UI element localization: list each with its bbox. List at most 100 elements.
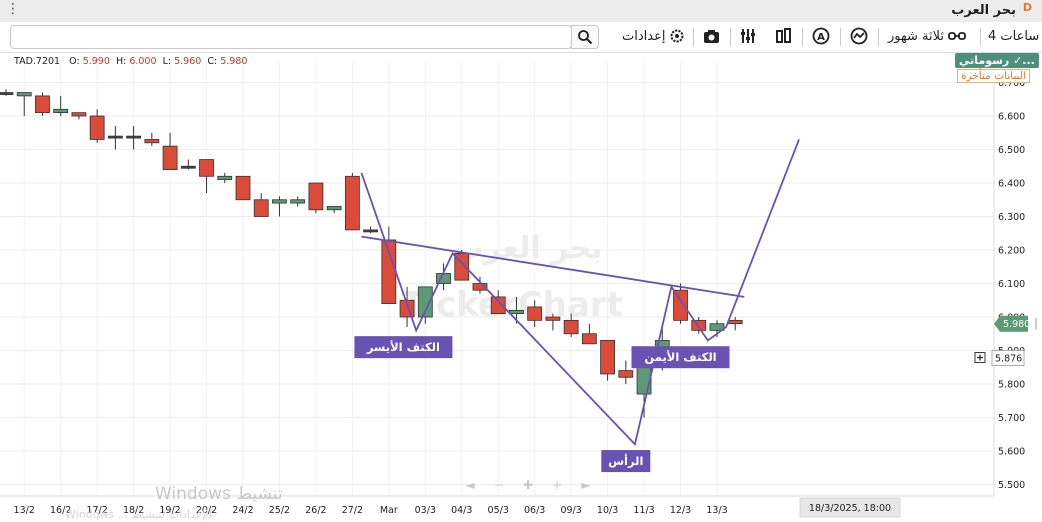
pattern-line-neckline bbox=[361, 235, 745, 298]
svg-text:A: A bbox=[817, 32, 825, 43]
x-tick-label: 13/2 bbox=[14, 505, 35, 516]
y-tick-label: 6.400 bbox=[998, 179, 1025, 190]
crosshair-time-tag bbox=[799, 497, 901, 518]
candlestick-chart[interactable]: بحر العرب TickerChart الكتف الأيسرالرأسا… bbox=[0, 52, 1042, 522]
x-tick-label: 13/3 bbox=[706, 505, 727, 516]
candle-body bbox=[16, 92, 32, 97]
y-tick-label: 6.500 bbox=[998, 145, 1025, 156]
toolbar: إعدادات A ثلاثة شهور 4 ساعات bbox=[0, 22, 1042, 53]
price-tags: 5.980 5.876 18/3/2025, 18:00 ◄ − ✚ + ► bbox=[465, 315, 1037, 518]
camera-icon bbox=[704, 29, 719, 43]
period-selector[interactable]: 4 ساعات bbox=[988, 25, 1039, 47]
indicators-button[interactable] bbox=[740, 25, 756, 47]
candle-body bbox=[344, 175, 360, 231]
candle-body bbox=[253, 199, 269, 217]
range-label: ثلاثة شهور bbox=[888, 28, 944, 44]
alerts-button[interactable]: A bbox=[812, 25, 830, 47]
search-button[interactable] bbox=[571, 25, 599, 49]
candle-body bbox=[509, 309, 524, 315]
range-icon bbox=[948, 32, 966, 40]
x-axis: 13/2 16/2 17/2 18/2 19/2 20/2 24/2 25/2 26/2 27/2… bbox=[0, 495, 994, 516]
candle-body bbox=[89, 115, 105, 140]
chart-nav-icon[interactable]: ► bbox=[581, 478, 591, 492]
pattern-annotations: الكتف الأيسر الرأس الكتف الأيمن bbox=[354, 336, 730, 473]
window-title: بحر العرب bbox=[951, 3, 1016, 18]
activation-watermark-sub: Windows ... الإعدادات لتنشيط bbox=[65, 508, 212, 521]
candle-body bbox=[272, 199, 287, 204]
x-tick-label: 06/3 bbox=[524, 505, 545, 516]
chart-nav-icon[interactable]: + bbox=[552, 478, 562, 492]
trend-icon bbox=[850, 27, 868, 45]
candle-body bbox=[180, 165, 196, 169]
y-tick-label: 6.300 bbox=[998, 212, 1025, 223]
candle-body bbox=[308, 182, 324, 211]
x-tick-label: 03/3 bbox=[415, 505, 436, 516]
open-value: 5.990 bbox=[82, 56, 110, 67]
annotation-box bbox=[631, 346, 730, 369]
candle-body bbox=[144, 139, 160, 144]
candle-body bbox=[581, 333, 597, 345]
candle-body bbox=[71, 112, 87, 117]
low-value: 5.960 bbox=[174, 56, 202, 67]
snapshot-button[interactable] bbox=[703, 25, 720, 47]
indicators-icon bbox=[741, 29, 755, 43]
activation-watermark: Windows تنشيط bbox=[155, 484, 283, 504]
settings-label: إعدادات bbox=[622, 28, 666, 44]
x-tick-label: 25/2 bbox=[269, 505, 290, 516]
chart-nav-icon[interactable]: − bbox=[494, 478, 504, 492]
chart-nav-icon[interactable]: ◄ bbox=[465, 478, 475, 492]
bar-chart-icon bbox=[776, 28, 791, 43]
crosshair-price-label: 5.876 bbox=[995, 354, 1022, 365]
x-tick-label: 12/3 bbox=[670, 505, 691, 516]
annotation-label: الكتف الأيمن bbox=[644, 350, 716, 364]
candle-body bbox=[53, 108, 69, 114]
search-input[interactable] bbox=[10, 25, 572, 49]
open-label: O: bbox=[69, 56, 80, 67]
candle-body bbox=[727, 319, 743, 325]
x-tick-label: 20/2 bbox=[196, 505, 217, 516]
x-tick-label: 19/2 bbox=[159, 505, 180, 516]
candle-body bbox=[199, 159, 214, 177]
delayed-data-badge: البيانات متأخرة bbox=[957, 69, 1030, 83]
candle-body bbox=[709, 323, 725, 331]
chart-nav-icon[interactable]: ✚ bbox=[523, 478, 533, 492]
separator bbox=[730, 28, 731, 46]
separator bbox=[840, 28, 841, 46]
window-menu-icon[interactable]: ⋮ bbox=[6, 1, 20, 17]
annotation-box bbox=[354, 336, 453, 359]
y-tick-label: 5.600 bbox=[998, 447, 1025, 458]
compare-button[interactable] bbox=[850, 25, 868, 47]
y-tick-label: 5.700 bbox=[998, 413, 1025, 424]
window-badge: D bbox=[1022, 1, 1032, 14]
y-tick-label: 6.200 bbox=[998, 246, 1025, 257]
candle-body bbox=[35, 95, 50, 114]
range-selector[interactable]: ثلاثة شهور bbox=[888, 25, 966, 47]
annotation-label: الرأس bbox=[608, 453, 643, 468]
x-tick-label: 11/3 bbox=[633, 505, 654, 516]
separator bbox=[802, 28, 803, 46]
y-tick-label: 5.800 bbox=[998, 380, 1025, 391]
chart-type-button[interactable] bbox=[775, 25, 793, 47]
drawings-badge[interactable]: رسوماتي ✓... bbox=[955, 53, 1039, 68]
y-tick-label: 5.500 bbox=[998, 480, 1025, 491]
x-tick-label: 10/3 bbox=[597, 505, 618, 516]
watermark-arabic: بحر العرب bbox=[453, 231, 602, 266]
x-tick-label: 05/3 bbox=[488, 505, 509, 516]
candle-body bbox=[472, 283, 488, 291]
x-tick-label: 27/2 bbox=[342, 505, 363, 516]
candles bbox=[0, 89, 743, 418]
candle-body bbox=[691, 319, 707, 331]
crosshair-price-tag bbox=[991, 350, 1025, 366]
candle-body bbox=[417, 286, 433, 318]
candle-body bbox=[290, 199, 306, 204]
y-tick-label: 6.700 bbox=[998, 78, 1025, 89]
close-value: 5.980 bbox=[220, 56, 248, 67]
y-axis: 6.7006.6006.5006.4006.3006.2006.1006.000… bbox=[993, 62, 1025, 496]
candle-body bbox=[600, 340, 615, 375]
last-price-label: 5.980 bbox=[1003, 319, 1030, 330]
separator bbox=[980, 28, 981, 46]
high-value: 6.000 bbox=[129, 56, 157, 67]
ohlc-readout: TAD.7201 O: 5.990 H: 6.000 L: 5.960 C: 5… bbox=[14, 56, 247, 67]
alert-circle-icon: A bbox=[812, 27, 830, 45]
settings-button[interactable]: إعدادات bbox=[622, 25, 685, 47]
